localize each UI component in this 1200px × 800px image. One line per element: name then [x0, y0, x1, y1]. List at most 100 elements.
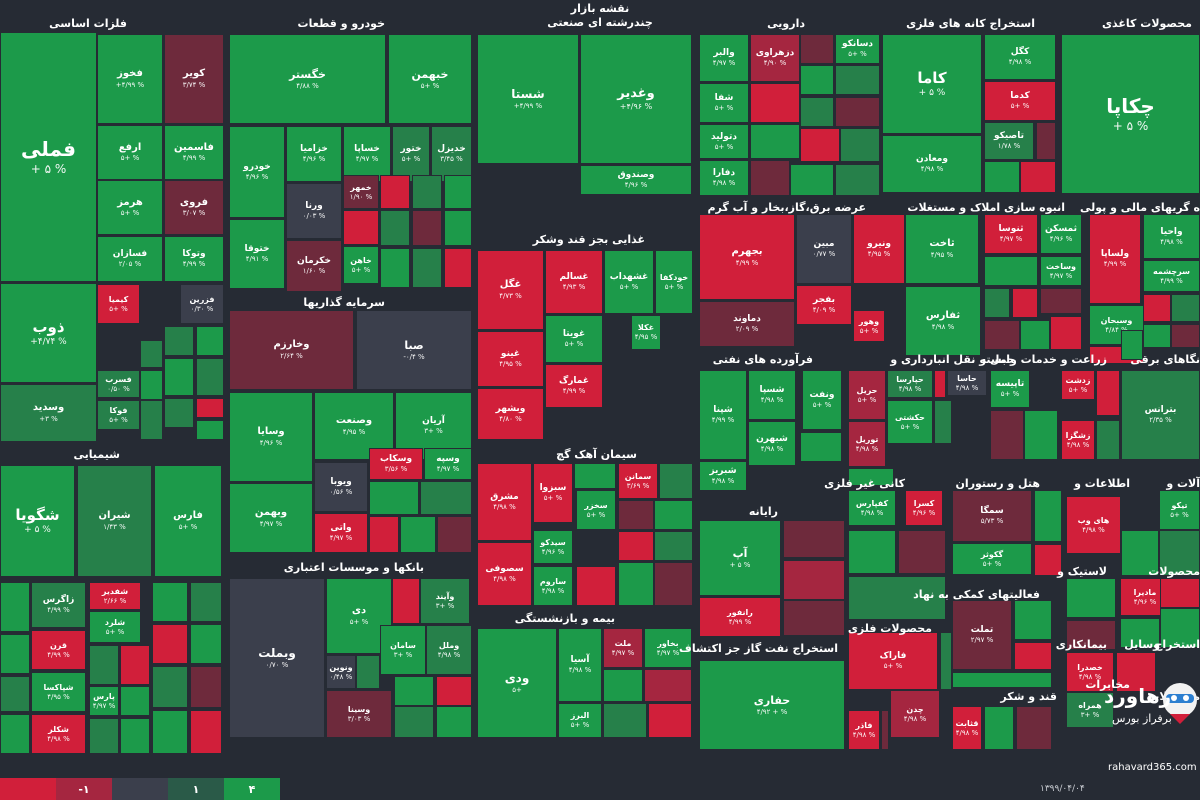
stock-tile[interactable]: غویتا ۵+ %: [545, 315, 603, 363]
stock-tile[interactable]: شفا ۵+ %: [699, 83, 749, 123]
stock-tile-small[interactable]: [618, 562, 654, 606]
stock-tile[interactable]: پارس ۴/۹۷ %: [89, 686, 119, 716]
stock-tile-small[interactable]: [89, 645, 119, 685]
stock-tile-small[interactable]: [190, 624, 222, 664]
stock-tile-small[interactable]: [848, 576, 946, 620]
stock-tile[interactable]: فوکا ۵+ %: [97, 400, 140, 430]
stock-tile[interactable]: شیران ۱/۴۳ %: [77, 465, 152, 577]
stock-tile-small[interactable]: [618, 531, 654, 561]
stock-tile-small[interactable]: [1012, 288, 1038, 318]
stock-tile[interactable]: شپاکسا ۴/۹۵ %: [31, 672, 86, 712]
stock-tile[interactable]: توریل ۴/۹۸ %: [848, 421, 886, 467]
stock-tile-small[interactable]: [800, 65, 834, 95]
stock-tile-small[interactable]: [196, 326, 224, 356]
stock-tile-small[interactable]: [783, 520, 845, 558]
stock-tile-small[interactable]: [1096, 370, 1120, 416]
stock-tile-small[interactable]: [392, 578, 420, 624]
stock-tile[interactable]: حاسا ۴/۹۸ %: [947, 370, 987, 396]
stock-tile[interactable]: شپنا ۴/۹۹ %: [699, 370, 747, 460]
stock-tile-small[interactable]: [0, 582, 30, 632]
stock-tile[interactable]: هرمز ۵+ %: [97, 180, 163, 235]
stock-tile-small[interactable]: [790, 164, 834, 196]
stock-tile[interactable]: واتی ۴/۹۷ %: [314, 513, 368, 553]
stock-tile-small[interactable]: [0, 634, 30, 674]
stock-tile-small[interactable]: [380, 248, 410, 288]
stock-tile[interactable]: وسپه ۴/۹۷ %: [424, 448, 472, 480]
stock-tile[interactable]: حفاری ۴/۹۲ + %: [699, 660, 845, 750]
stock-tile[interactable]: چدن ۴/۹۸ %: [890, 690, 940, 738]
stock-tile-small[interactable]: [1066, 620, 1116, 650]
stock-tile[interactable]: وصنعت ۴/۹۵ %: [314, 392, 394, 460]
stock-tile[interactable]: بترانس ۲/۳۵ %: [1121, 370, 1200, 460]
stock-tile-small[interactable]: [800, 432, 842, 462]
stock-tile[interactable]: مبین ۰/۷۷ %: [796, 214, 852, 284]
stock-tile[interactable]: شسپا ۴/۹۸ %: [748, 370, 796, 420]
stock-tile[interactable]: ویوبا ۰/۵۶ %: [314, 462, 368, 512]
stock-tile[interactable]: چکاپا + ۵ %: [1061, 34, 1200, 194]
stock-tile-small[interactable]: [618, 500, 654, 530]
stock-tile[interactable]: حکشتی ۵+ %: [887, 400, 933, 444]
stock-tile[interactable]: شفدیر ۲/۶۶ %: [89, 582, 141, 610]
stock-tile[interactable]: تیکو ۵+ %: [1159, 490, 1200, 530]
stock-tile[interactable]: خمهر ۱/۹۰ %: [343, 175, 379, 209]
stock-tile[interactable]: کفپارس ۴/۹۸ %: [848, 490, 896, 526]
stock-tile-small[interactable]: [412, 248, 442, 288]
stock-tile[interactable]: شبهرن ۴/۹۸ %: [748, 421, 796, 466]
stock-tile[interactable]: قرن ۴/۹۹ %: [31, 630, 86, 670]
stock-tile-small[interactable]: [648, 703, 692, 738]
stock-tile[interactable]: ونوین ۰/۴۸ %: [326, 655, 356, 689]
stock-tile-small[interactable]: [0, 676, 30, 712]
stock-tile[interactable]: زاگرس ۴/۹۹ %: [31, 582, 86, 628]
stock-tile[interactable]: فملی + ۵ %: [0, 32, 97, 282]
stock-tile[interactable]: همراه ۳+ %: [1066, 692, 1114, 728]
stock-tile-small[interactable]: [848, 530, 896, 574]
stock-tile[interactable]: سرچشمه ۴/۹۹ %: [1143, 260, 1200, 292]
stock-tile-small[interactable]: [369, 516, 399, 553]
stock-tile[interactable]: وسایا ۴/۹۶ %: [229, 392, 313, 482]
stock-tile-small[interactable]: [1096, 420, 1120, 460]
stock-tile[interactable]: خگستر ۴/۸۸ %: [229, 34, 386, 124]
stock-tile[interactable]: وتوکا ۴/۹۹ %: [164, 236, 224, 282]
stock-tile[interactable]: خزامیا ۴/۹۶ %: [286, 126, 342, 182]
stock-tile[interactable]: وسدید +۳ %: [0, 384, 97, 442]
stock-tile[interactable]: خبهمن ۵+ %: [388, 34, 472, 124]
stock-tile[interactable]: ونفت ۵+ %: [802, 370, 842, 430]
stock-tile[interactable]: وغدیر +۴/۹۶ %: [580, 34, 692, 164]
stock-tile-small[interactable]: [380, 175, 410, 209]
stock-tile[interactable]: ودی ۵+: [477, 628, 557, 738]
stock-tile-small[interactable]: [984, 288, 1010, 318]
stock-tile[interactable]: صبا -۰/۴ %: [356, 310, 472, 390]
stock-tile[interactable]: غشهداب ۵+ %: [604, 250, 654, 314]
stock-tile-small[interactable]: [1034, 544, 1062, 576]
stock-tile[interactable]: فاسمین ۴/۹۹ %: [164, 125, 224, 180]
stock-tile[interactable]: آپ + ۵ %: [699, 520, 781, 596]
stock-tile[interactable]: البرز ۵+ %: [558, 703, 602, 738]
stock-tile[interactable]: ثفارس ۴/۹۸ %: [905, 286, 981, 356]
stock-tile[interactable]: ولساپا ۴/۹۹ %: [1089, 214, 1141, 304]
stock-tile-small[interactable]: [152, 710, 188, 754]
stock-tile-small[interactable]: [835, 97, 880, 127]
stock-tile[interactable]: خدیزل ۳/۴۵ %: [431, 126, 472, 182]
stock-tile[interactable]: وبشهر ۴/۸۰ %: [477, 388, 544, 440]
stock-tile-small[interactable]: [1020, 320, 1050, 350]
stock-tile[interactable]: سخزر ۵+ %: [576, 490, 616, 530]
stock-tile-small[interactable]: [934, 400, 952, 444]
stock-tile[interactable]: وهور ۵+ %: [853, 310, 885, 342]
stock-tile-small[interactable]: [1143, 324, 1171, 348]
stock-tile[interactable]: غینو ۴/۹۵ %: [477, 331, 544, 387]
stock-tile-small[interactable]: [190, 666, 222, 708]
stock-tile-small[interactable]: [990, 410, 1024, 460]
stock-tile-small[interactable]: [783, 600, 845, 636]
stock-tile[interactable]: سمگا ۵/۷۳ %: [952, 490, 1032, 542]
stock-tile[interactable]: سصوفی ۴/۹۸ %: [477, 542, 532, 606]
stock-tile[interactable]: ثاخت ۴/۹۵ %: [905, 214, 979, 284]
stock-tile[interactable]: وبهمن ۴/۹۷ %: [229, 483, 313, 553]
stock-tile-small[interactable]: [654, 531, 693, 561]
stock-tile[interactable]: فزرین ۰/۳۰ %: [180, 284, 224, 324]
stock-tile-small[interactable]: [380, 210, 410, 246]
stock-tile-small[interactable]: [152, 624, 188, 664]
stock-tile-small[interactable]: [190, 710, 222, 754]
stock-tile[interactable]: فسرب ۰/۵۰ %: [97, 370, 140, 398]
stock-tile-small[interactable]: [750, 124, 800, 159]
stock-tile[interactable]: زشگزا ۴/۹۸ %: [1061, 420, 1095, 460]
